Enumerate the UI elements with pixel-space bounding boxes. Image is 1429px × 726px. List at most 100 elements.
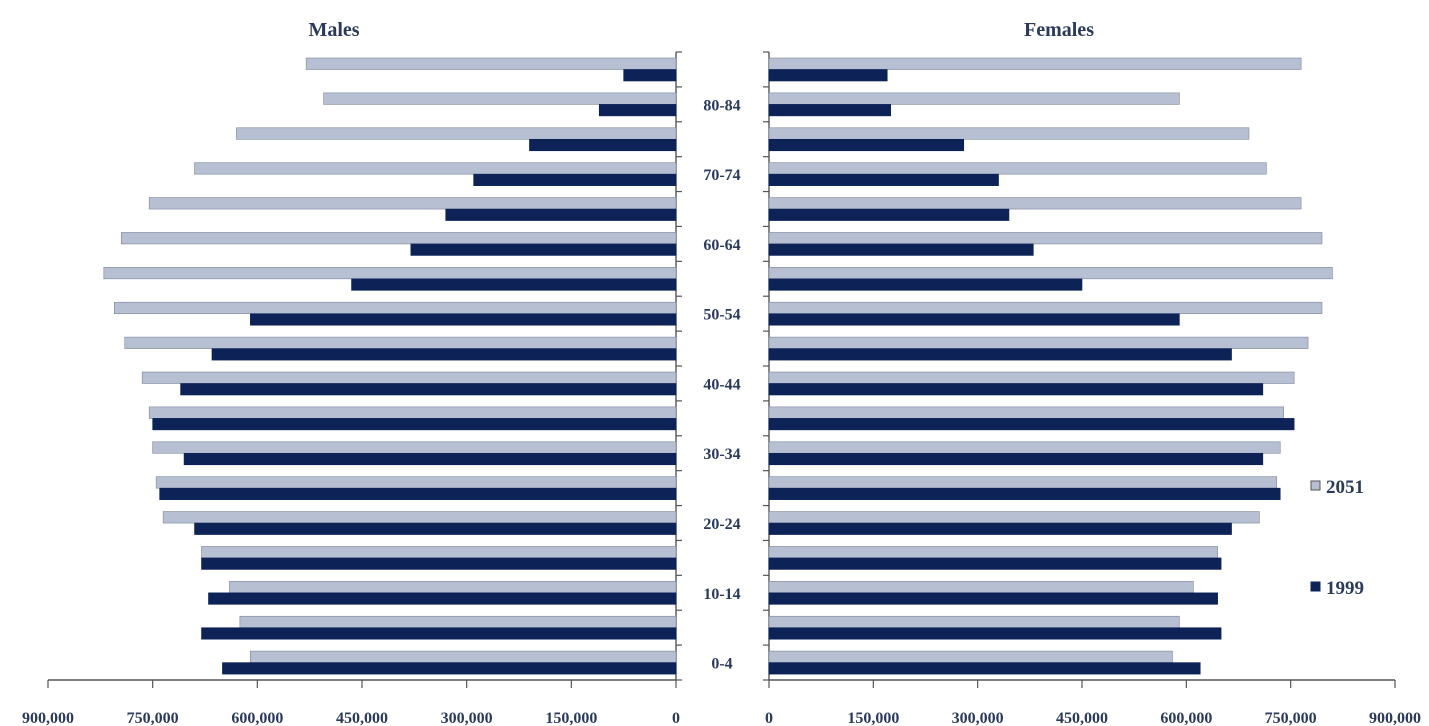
- females-bar-1999-60-64: [768, 243, 1034, 256]
- males-value-tick-label: 0: [672, 710, 680, 726]
- females-bar-1999-40-44: [768, 383, 1264, 396]
- males-bar-2051-40-44: [141, 371, 677, 384]
- males-bar-2051-10-14: [229, 581, 677, 594]
- males-bar-2051-75-79: [236, 127, 677, 140]
- females-value-tick-label: 450,000: [1056, 710, 1108, 726]
- age-group-label: 40-44: [703, 376, 740, 393]
- males-bar-2051-15-19: [201, 546, 677, 559]
- females-bar-2051-15-19: [768, 546, 1218, 559]
- females-bar-1999-50-54: [768, 313, 1180, 326]
- females-bar-2051-10-14: [768, 581, 1194, 594]
- males-bar-1999-40-44: [180, 383, 677, 396]
- males-value-tick-label: 600,000: [231, 710, 283, 726]
- females-bar-2051-20-24: [768, 511, 1260, 524]
- males-bar-1999-70-74: [473, 173, 677, 186]
- males-bar-2051-65-69: [148, 197, 677, 210]
- legend-swatch-2051: [1310, 480, 1321, 491]
- females-bar-1999-75-79: [768, 138, 965, 152]
- males-value-tick-label: 900,000: [22, 710, 74, 726]
- age-group-label: 60-64: [703, 237, 740, 254]
- males-bar-1999-25-29: [159, 487, 677, 500]
- females-value-tick-label: 300,000: [952, 710, 1004, 726]
- males-bar-1999-10-14: [208, 592, 677, 605]
- males-bar-2051-85+: [305, 57, 677, 70]
- females-bar-2051-35-39: [768, 406, 1285, 419]
- males-bar-2051-5-9: [239, 615, 677, 629]
- females-bar-1999-10-14: [768, 592, 1218, 605]
- legend-swatch-1999: [1310, 581, 1321, 592]
- females-bar-2051-80-84: [768, 92, 1180, 105]
- males-bar-2051-35-39: [148, 406, 677, 419]
- males-bar-1999-5-9: [201, 627, 677, 640]
- females-bar-2051-85+: [768, 57, 1302, 70]
- females-bar-2051-70-74: [768, 162, 1267, 175]
- males-bar-1999-45-49: [211, 348, 677, 361]
- males-bar-1999-15-19: [201, 557, 677, 570]
- females-bar-2051-30-34: [768, 441, 1281, 454]
- females-value-tick-label: 0: [765, 710, 773, 726]
- females-bar-2051-60-64: [768, 232, 1323, 245]
- males-panel: Males 900,000 750,000 600,000 450,000 300,000…: [22, 19, 741, 726]
- males-value-tick-label: 450,000: [336, 710, 388, 726]
- females-bar-1999-0-4: [768, 662, 1201, 675]
- males-bar-1999-0-4: [222, 662, 677, 675]
- females-bar-1999-25-29: [768, 487, 1281, 500]
- age-group-label: 30-34: [703, 446, 740, 463]
- age-group-label: 70-74: [703, 167, 740, 184]
- males-bar-1999-75-79: [529, 138, 677, 152]
- age-group-label: 80-84: [703, 97, 740, 114]
- females-panel-title: Females: [1024, 19, 1094, 41]
- females-bar-1999-35-39: [768, 418, 1295, 431]
- females-bar-1999-55-59: [768, 278, 1083, 291]
- males-bar-1999-65-69: [445, 208, 677, 221]
- males-bar-1999-30-34: [183, 452, 677, 466]
- males-bar-2051-20-24: [162, 511, 677, 524]
- age-group-label: 10-14: [703, 586, 740, 603]
- males-bar-2051-45-49: [124, 336, 677, 349]
- females-bar-1999-20-24: [768, 522, 1232, 535]
- males-bar-1999-20-24: [194, 522, 677, 535]
- females-bar-2051-50-54: [768, 301, 1323, 315]
- females-bar-2051-40-44: [768, 371, 1295, 384]
- females-bar-1999-30-34: [768, 452, 1264, 466]
- females-bar-2051-45-49: [768, 336, 1309, 349]
- females-bar-1999-85+: [768, 69, 888, 82]
- females-bar-2051-0-4: [768, 650, 1173, 663]
- females-value-tick-label: 150,000: [847, 710, 899, 726]
- males-bar-2051-30-34: [152, 441, 677, 454]
- females-panel: Females 0 150,000 300,000 450,000 600,000 750,…: [763, 19, 1421, 726]
- males-bar-2051-50-54: [113, 301, 677, 315]
- females-bar-2051-55-59: [768, 267, 1333, 280]
- males-bar-1999-50-54: [250, 313, 677, 326]
- legend: 2051 1999: [1310, 477, 1364, 599]
- males-bar-1999-85+: [623, 69, 677, 82]
- legend-label-2051: 2051: [1326, 477, 1364, 498]
- age-group-label: 20-24: [703, 516, 740, 533]
- females-bar-2051-65-69: [768, 197, 1302, 210]
- females-value-tick-label: 600,000: [1160, 710, 1212, 726]
- males-bar-1999-55-59: [351, 278, 677, 291]
- males-bar-1999-35-39: [152, 418, 677, 431]
- males-bar-2051-70-74: [194, 162, 677, 175]
- females-bar-2051-5-9: [768, 615, 1180, 629]
- males-bar-2051-60-64: [120, 232, 677, 245]
- females-value-tick-label: 900,000: [1369, 710, 1421, 726]
- females-bar-2051-75-79: [768, 127, 1250, 140]
- age-group-label: 0-4: [711, 656, 732, 673]
- males-value-tick-label: 150,000: [545, 710, 597, 726]
- legend-label-1999: 1999: [1326, 578, 1364, 599]
- males-bar-2051-80-84: [323, 92, 677, 105]
- age-group-label: 50-54: [703, 307, 740, 324]
- females-bar-1999-70-74: [768, 173, 999, 186]
- females-bar-2051-25-29: [768, 476, 1278, 489]
- females-bar-1999-80-84: [768, 104, 892, 117]
- females-value-tick-label: 750,000: [1265, 710, 1317, 726]
- males-value-tick-label: 750,000: [127, 710, 179, 726]
- males-bar-2051-25-29: [155, 476, 677, 489]
- males-bar-1999-60-64: [410, 243, 677, 256]
- males-bar-2051-55-59: [103, 267, 677, 280]
- females-bar-1999-65-69: [768, 208, 1010, 221]
- females-bar-1999-5-9: [768, 627, 1222, 640]
- males-bar-1999-80-84: [598, 104, 677, 117]
